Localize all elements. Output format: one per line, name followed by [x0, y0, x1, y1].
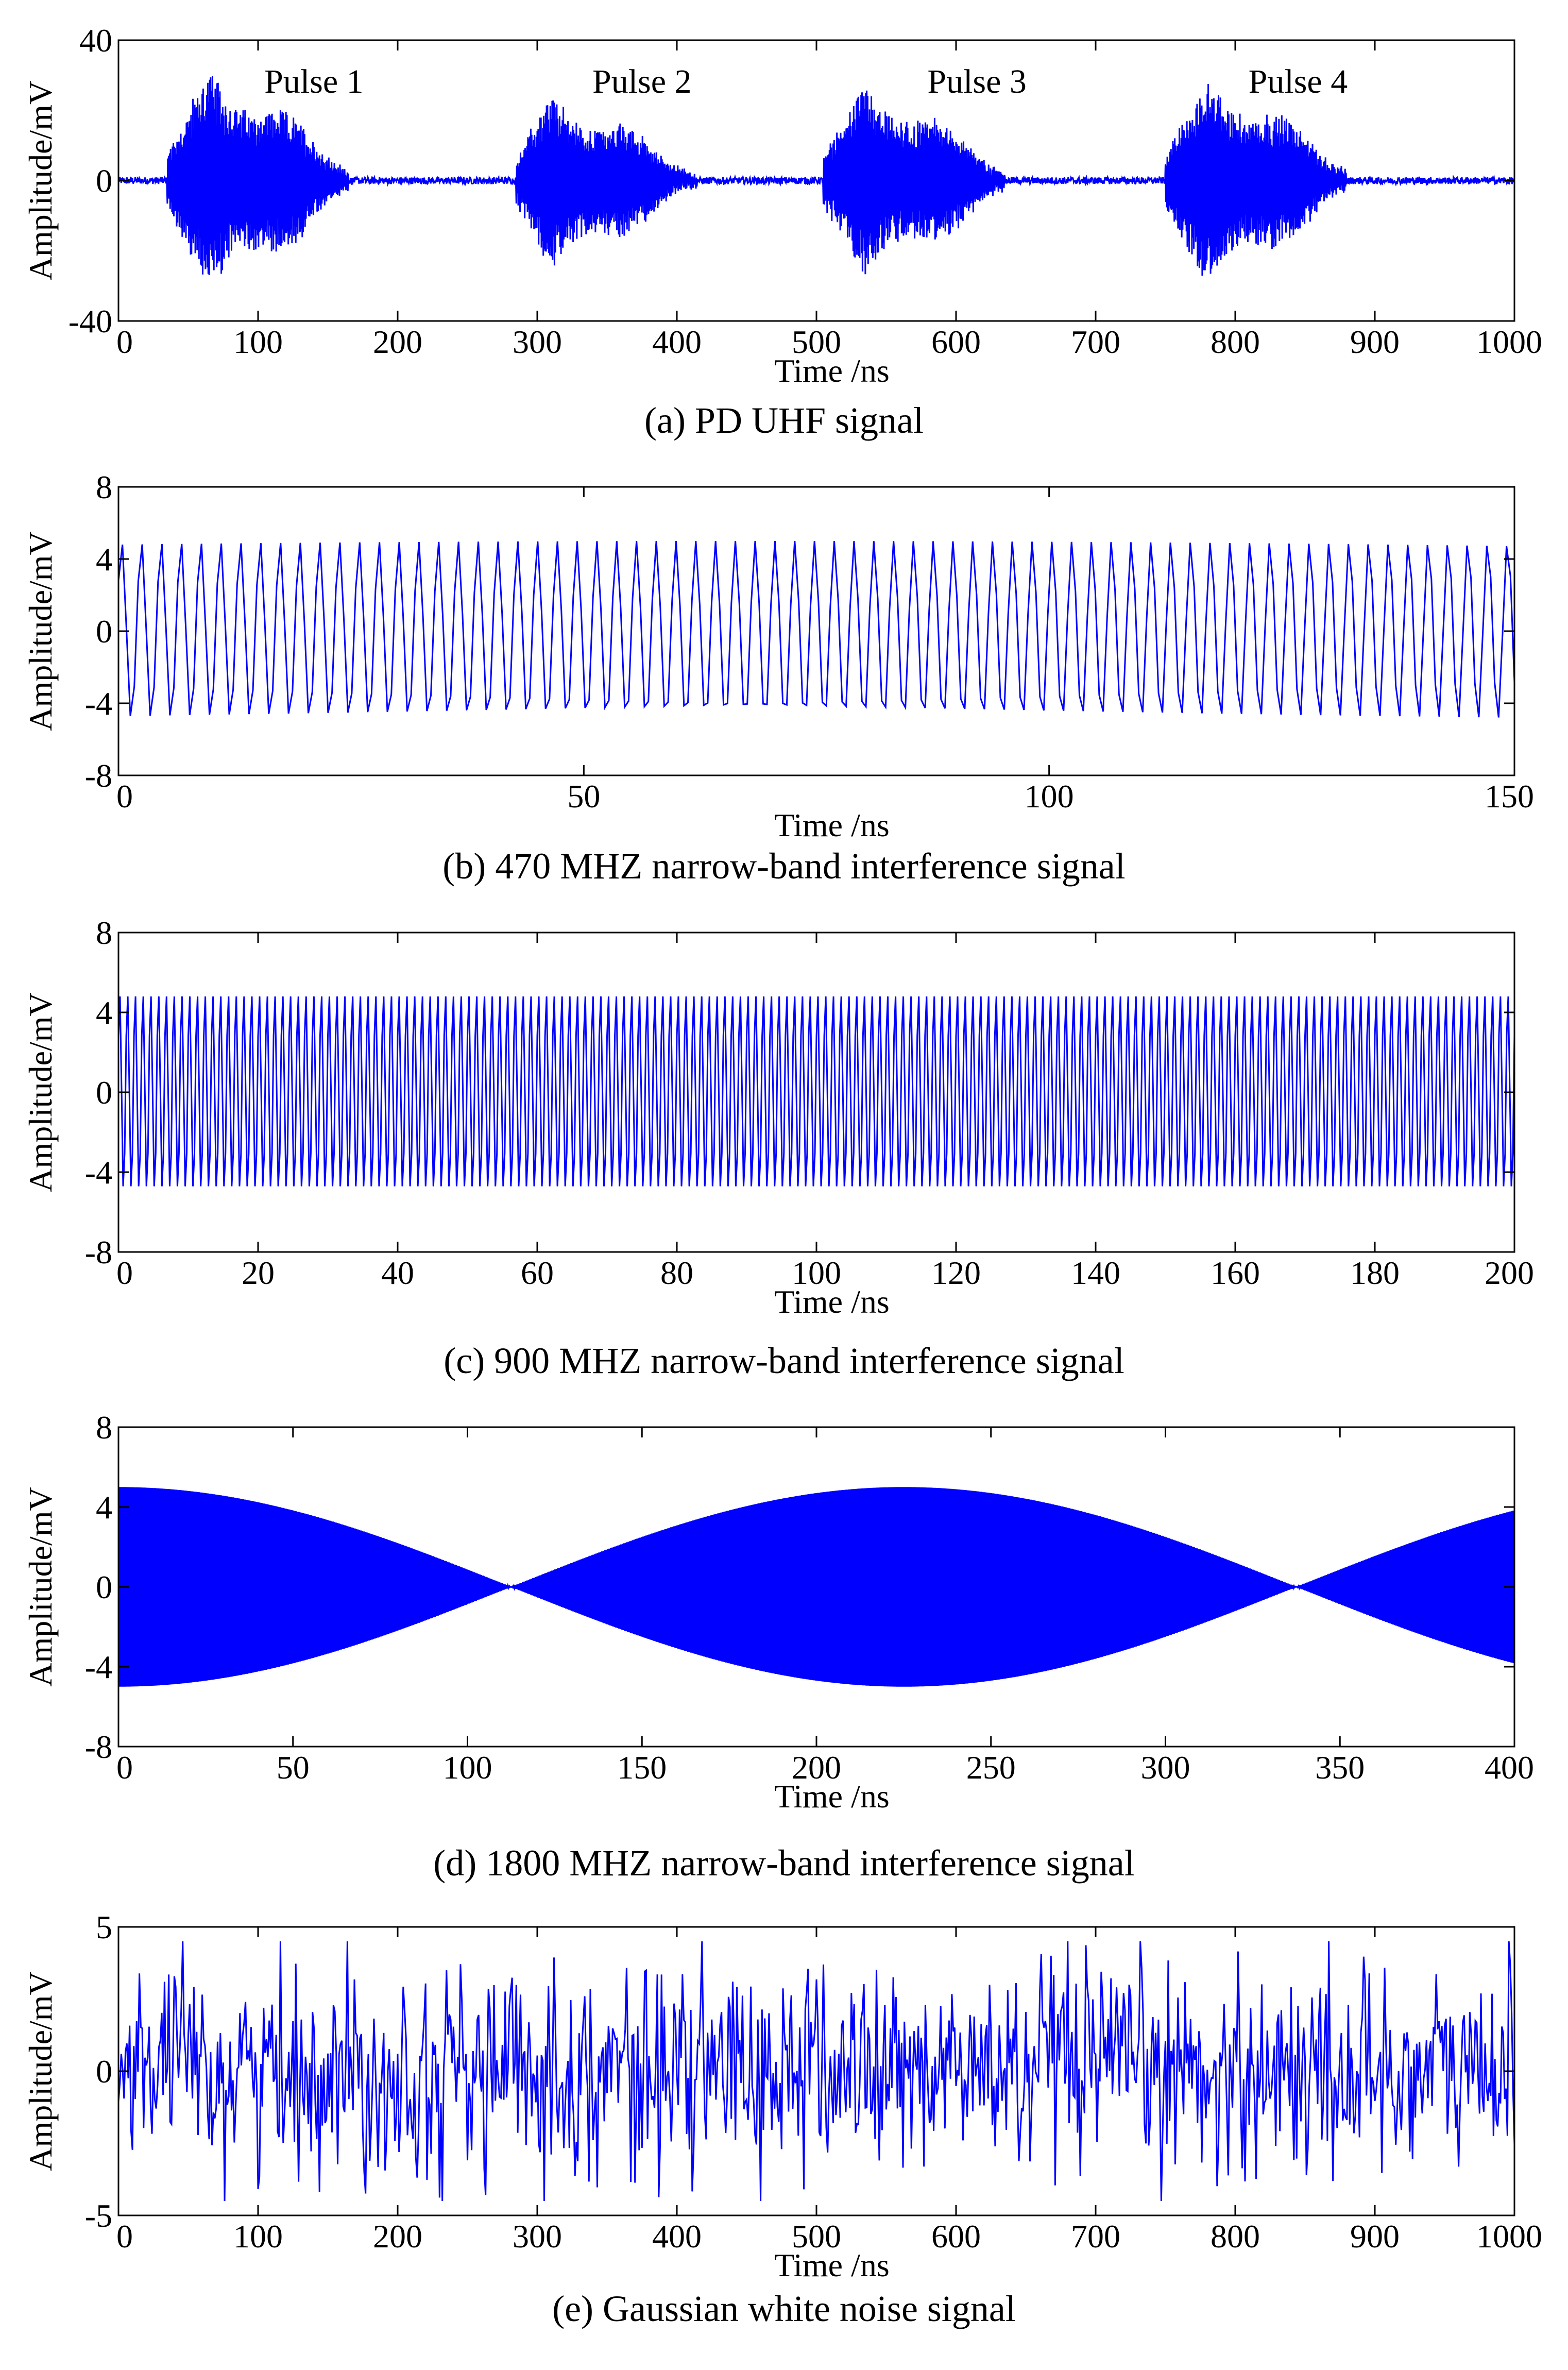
- chart-panel-e: 0 100 200 300 400 500 600 700 800 900 100050-5Time…: [22, 1909, 1542, 2329]
- x-tick-label: 300: [513, 2218, 562, 2255]
- chart-panel-d: 0 50 100 150 200 250 300 350 400 8 4 0 -4 -8 Time /ns A…: [22, 1409, 1534, 1884]
- x-tick-label: 0: [116, 324, 133, 360]
- x-tick-label: 200: [373, 324, 422, 360]
- x-tick-label: 100: [792, 1255, 841, 1291]
- pulse-label: Pulse 1: [264, 63, 364, 100]
- x-tick-label: 100: [443, 1749, 492, 1786]
- x-axis-title: Time /ns: [774, 1283, 890, 1320]
- x-tick-label: 600: [931, 2218, 981, 2255]
- x-tick-label: 800: [1211, 2218, 1260, 2255]
- chart-panel-a: 0 100 200 300 400 500 600 700 800 900 1000400-40Ti…: [22, 22, 1542, 441]
- x-axis-title: Time /ns: [774, 807, 890, 843]
- x-tick-label: 1000: [1476, 324, 1542, 360]
- panel-caption: (c) 900 MHZ narrow-band interference sig…: [444, 1340, 1124, 1381]
- y-tick-label: 4: [96, 541, 112, 578]
- series-line: [118, 540, 1514, 718]
- y-tick-label: 8: [96, 1409, 112, 1446]
- y-tick-label: -5: [85, 2197, 112, 2234]
- x-tick-label: 900: [1350, 2218, 1400, 2255]
- x-tick-label: 800: [1211, 324, 1260, 360]
- y-tick-label: 0: [96, 2053, 112, 2090]
- x-tick-label: 400: [652, 324, 702, 360]
- x-tick-label: 80: [660, 1255, 693, 1291]
- x-tick-label: 300: [513, 324, 562, 360]
- y-tick-label: -40: [69, 303, 112, 340]
- x-tick-label: 1000: [1476, 2218, 1542, 2255]
- series-line: [118, 76, 1514, 276]
- x-tick-label: 200: [373, 2218, 422, 2255]
- chart-panel-b: 0 50 100 150 8 4 0 -4 -8 Time /ns Amplitude/mV (b) …: [22, 469, 1534, 887]
- pulse-label: Pulse 2: [592, 63, 692, 100]
- x-tick-label: 0: [116, 2218, 133, 2255]
- y-axis-title: Amplitude/mV: [22, 531, 59, 731]
- x-tick-label: 0: [116, 778, 133, 815]
- y-tick-label: -4: [85, 1649, 112, 1685]
- x-tick-label: 150: [1485, 778, 1534, 815]
- panel-caption: (e) Gaussian white noise signal: [552, 2288, 1016, 2329]
- y-tick-label: -8: [85, 1234, 112, 1271]
- x-tick-label: 50: [567, 778, 600, 815]
- x-tick-label: 160: [1211, 1255, 1260, 1291]
- y-tick-label: 0: [96, 163, 112, 199]
- x-axis-title: Time /ns: [774, 352, 890, 389]
- x-tick-label: 180: [1350, 1255, 1400, 1291]
- series-line: [118, 996, 1514, 1187]
- y-tick-label: 4: [96, 1489, 112, 1526]
- x-tick-label: 0: [116, 1749, 133, 1786]
- x-axis-title: Time /ns: [774, 2247, 890, 2283]
- x-tick-label: 40: [381, 1255, 414, 1291]
- x-tick-label: 200: [1485, 1255, 1534, 1291]
- y-axis-title: Amplitude/mV: [22, 1487, 59, 1687]
- y-tick-label: 5: [96, 1909, 112, 1945]
- y-tick-label: -8: [85, 757, 112, 794]
- x-tick-label: 140: [1071, 1255, 1120, 1291]
- x-tick-label: 500: [792, 324, 841, 360]
- x-tick-label: 250: [966, 1749, 1016, 1786]
- x-axis-title: Time /ns: [774, 1778, 890, 1815]
- x-tick-label: 0: [116, 1255, 133, 1291]
- x-tick-label: 50: [277, 1749, 310, 1786]
- y-tick-label: 8: [96, 469, 112, 505]
- y-tick-label: -8: [85, 1729, 112, 1765]
- pulse-label: Pulse 4: [1249, 63, 1348, 100]
- x-tick-label: 700: [1071, 2218, 1120, 2255]
- y-tick-label: 0: [96, 1074, 112, 1111]
- x-tick-label: 200: [792, 1749, 841, 1786]
- x-tick-label: 900: [1350, 324, 1400, 360]
- x-tick-label: 120: [931, 1255, 981, 1291]
- x-tick-label: 400: [1485, 1749, 1534, 1786]
- y-tick-label: 0: [96, 613, 112, 650]
- pulse-label: Pulse 3: [927, 63, 1027, 100]
- y-axis-title: Amplitude/mV: [22, 81, 59, 281]
- x-tick-label: 500: [792, 2218, 841, 2255]
- x-tick-label: 700: [1071, 324, 1120, 360]
- x-tick-label: 100: [233, 2218, 283, 2255]
- x-tick-label: 60: [521, 1255, 554, 1291]
- series-line: [118, 1487, 1514, 1687]
- x-tick-label: 400: [652, 2218, 702, 2255]
- x-tick-label: 100: [1025, 778, 1074, 815]
- y-tick-label: 4: [96, 994, 112, 1031]
- x-tick-label: 20: [242, 1255, 275, 1291]
- y-tick-label: 8: [96, 915, 112, 951]
- panel-caption: (d) 1800 MHZ narrow-band interference si…: [433, 1842, 1135, 1884]
- panel-caption: (b) 470 MHZ narrow-band interference sig…: [442, 845, 1126, 887]
- x-tick-label: 600: [931, 324, 981, 360]
- y-tick-label: -4: [85, 1154, 112, 1191]
- y-tick-label: 40: [79, 22, 112, 59]
- x-tick-label: 100: [233, 324, 283, 360]
- x-tick-label: 350: [1315, 1749, 1365, 1786]
- x-tick-label: 300: [1141, 1749, 1190, 1786]
- series-line: [118, 1941, 1514, 2202]
- y-tick-label: -4: [85, 685, 112, 722]
- y-axis-title: Amplitude/mV: [22, 992, 59, 1192]
- x-tick-label: 150: [617, 1749, 667, 1786]
- y-axis-title: Amplitude/mV: [22, 1971, 59, 2171]
- panel-caption: (a) PD UHF signal: [644, 400, 924, 441]
- y-tick-label: 0: [96, 1569, 112, 1605]
